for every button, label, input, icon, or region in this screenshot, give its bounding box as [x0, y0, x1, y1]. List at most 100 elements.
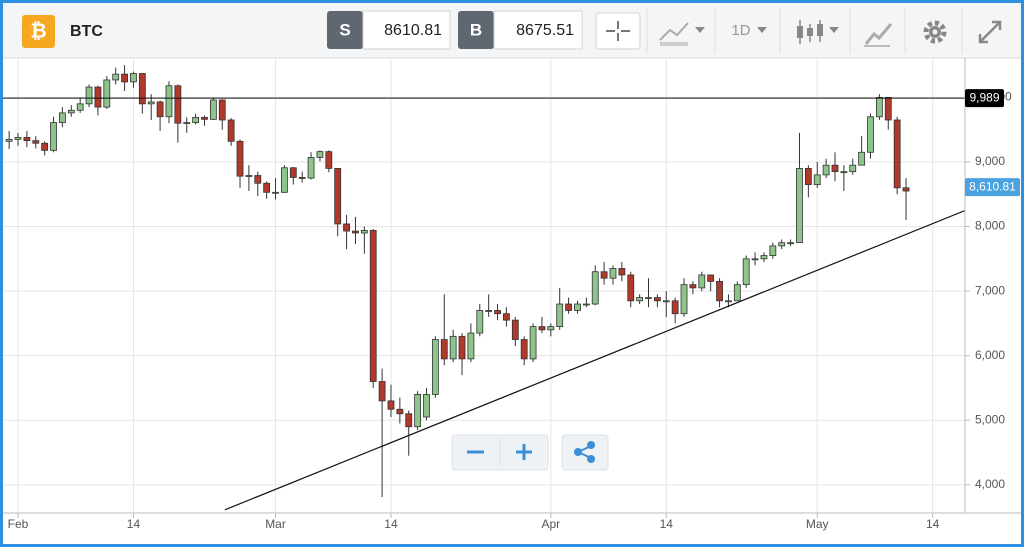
candle-body-down — [201, 117, 208, 120]
candle-style-button[interactable] — [797, 20, 839, 44]
candle-body-up — [591, 271, 599, 305]
settings-button[interactable] — [923, 20, 947, 44]
y-tick-label: 4,000 — [975, 477, 1005, 491]
candle-body-up — [245, 175, 253, 177]
candle-body-down — [254, 175, 262, 184]
share-button[interactable] — [561, 434, 609, 471]
candle-body-down — [600, 271, 608, 279]
x-tick-label: 14 — [926, 517, 940, 531]
candle-body-up — [103, 79, 111, 108]
x-tick-label: Feb — [8, 517, 29, 531]
candle-body-up — [574, 303, 581, 311]
y-tick-label: 7,000 — [975, 283, 1005, 297]
sell-price[interactable]: 8610.81 — [384, 22, 442, 39]
fullscreen-button[interactable] — [978, 20, 1002, 44]
candle-body-down — [156, 101, 164, 118]
x-tick-label: Mar — [265, 517, 286, 531]
sell-price-box[interactable] — [362, 10, 451, 50]
candle-body-up — [725, 300, 732, 303]
candle-body-up — [733, 284, 741, 302]
candle-body-down — [263, 182, 271, 193]
candle-body-down — [689, 284, 697, 289]
candle-body-down — [32, 140, 40, 144]
candle-body-down — [343, 223, 350, 232]
sell-button[interactable] — [327, 11, 363, 49]
candle-body-down — [494, 310, 501, 315]
last-price-tag — [965, 178, 1020, 197]
buy-price[interactable]: 8675.51 — [516, 22, 574, 39]
candle-body-up — [76, 103, 84, 111]
y-tick-label: 8,000 — [975, 219, 1005, 233]
candle-body-up — [281, 167, 288, 193]
candle-body-up — [192, 117, 200, 123]
candle-body-down — [520, 339, 528, 360]
candle-body-up — [787, 242, 794, 245]
candle-body-down — [707, 274, 715, 282]
candle-body-up — [742, 258, 750, 286]
x-tick-label: 14 — [660, 517, 674, 531]
candle-body-down — [440, 339, 448, 360]
candle-body-up — [529, 326, 537, 360]
candle-body-down — [618, 268, 626, 276]
candle-body-up — [547, 326, 555, 331]
candle-body-up — [813, 174, 821, 185]
candle-body-up — [840, 171, 848, 174]
candle-body-up — [662, 300, 670, 303]
candle-body-down — [396, 408, 404, 415]
candle-body-up — [165, 85, 173, 118]
candle-body-up — [316, 151, 324, 158]
btc-icon-glyph: ₿ — [30, 20, 46, 42]
candle-body-up — [14, 137, 22, 140]
buy-button[interactable] — [458, 11, 494, 49]
candle-body-up — [769, 245, 777, 256]
candle-body-down — [627, 274, 635, 302]
candle-body-up — [209, 99, 217, 120]
candle-body-up — [85, 86, 93, 105]
candle-body-down — [227, 119, 235, 142]
candle-body-up — [796, 168, 803, 244]
candle-body-down — [121, 73, 128, 83]
candle-body-up — [680, 284, 688, 315]
y-tick-label: 6,000 — [975, 348, 1005, 362]
candle-body-up — [849, 164, 857, 173]
candle-body-up — [307, 157, 315, 179]
candle-body-up — [423, 394, 430, 418]
candle-body-up — [858, 151, 866, 166]
candle-body-up — [50, 122, 57, 151]
candle-body-up — [130, 73, 137, 83]
candle-body-down — [174, 85, 182, 124]
candle-body-down — [218, 99, 226, 121]
candle-body-up — [183, 122, 191, 124]
buy-price-box[interactable] — [493, 10, 583, 50]
interval-caret[interactable] — [757, 27, 767, 33]
candle-body-down — [671, 300, 679, 315]
candle-body-up — [467, 332, 475, 360]
candle-body-up — [698, 274, 706, 289]
candle-body-up — [778, 242, 786, 247]
x-tick-label: 14 — [127, 517, 141, 531]
buy-label[interactable]: B — [470, 20, 482, 39]
candle-body-down — [289, 167, 297, 178]
candle-body-down — [538, 326, 546, 331]
draw-tools-button[interactable] — [864, 23, 893, 47]
y-tick-label: 9,000 — [975, 154, 1005, 168]
axis-labels: 4,0005,0006,0007,0008,0009,00010,000Feb1… — [8, 89, 1020, 531]
candle-body-down — [138, 73, 146, 105]
candle-body-up — [112, 73, 120, 81]
interval-button[interactable]: 1D — [731, 22, 750, 39]
zoom-in-button[interactable] — [516, 444, 532, 460]
candle-body-down — [298, 177, 306, 179]
candle-body-up — [449, 335, 457, 360]
candle-body-down — [831, 164, 839, 173]
chart-type-button[interactable] — [659, 22, 705, 46]
x-tick-label: Apr — [541, 517, 560, 531]
y-tick-label: 5,000 — [975, 412, 1005, 426]
candle-body-down — [41, 142, 49, 151]
candle-body-up — [582, 303, 590, 306]
sell-label[interactable]: S — [339, 20, 350, 39]
candle-body-down — [334, 168, 342, 225]
candle-body-up — [609, 268, 617, 279]
crosshair-button[interactable] — [595, 12, 641, 50]
candle-body-up — [431, 339, 439, 395]
